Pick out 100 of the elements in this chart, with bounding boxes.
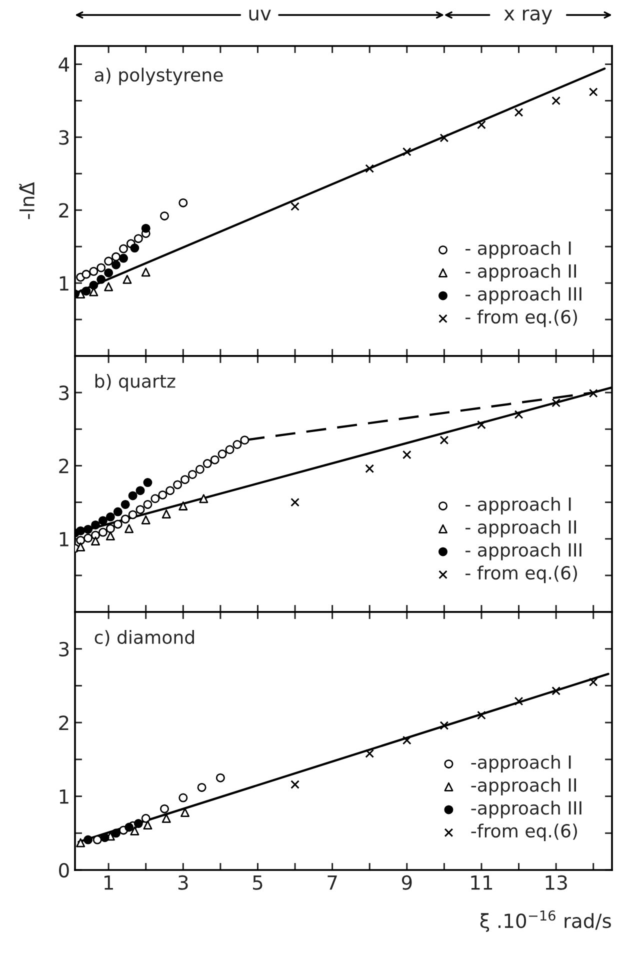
point xyxy=(141,814,150,823)
text: c) diamond xyxy=(94,630,194,646)
y-axis-title: -lnΔ̃ xyxy=(19,182,34,220)
point xyxy=(365,749,374,758)
point xyxy=(197,782,206,792)
point xyxy=(141,224,150,233)
point xyxy=(91,520,100,530)
point xyxy=(365,164,374,173)
point xyxy=(162,509,171,518)
point xyxy=(178,793,188,802)
x-tick-label: 1 xyxy=(104,875,113,890)
legend-label: - approach I xyxy=(466,240,571,258)
point xyxy=(588,388,598,398)
point xyxy=(477,420,486,430)
point xyxy=(158,490,168,500)
point xyxy=(180,475,190,484)
y-tick-label: 1 xyxy=(60,532,68,546)
point xyxy=(199,494,208,504)
point xyxy=(552,398,560,408)
point xyxy=(134,819,143,828)
point xyxy=(76,526,86,536)
point xyxy=(160,211,169,220)
point xyxy=(173,480,182,490)
text: a) polystyrene xyxy=(94,68,223,86)
point xyxy=(84,524,93,534)
point xyxy=(365,464,374,474)
point xyxy=(118,254,128,263)
point xyxy=(113,520,122,529)
legend-label: -approach I xyxy=(471,754,571,772)
point xyxy=(82,270,91,279)
point xyxy=(195,464,204,474)
legend-label: -approach II xyxy=(471,778,576,796)
legend-label: -approach III xyxy=(471,800,582,818)
y-tick-label: 1 xyxy=(60,789,68,804)
text: b) quartz xyxy=(95,374,176,392)
point xyxy=(180,808,190,817)
point xyxy=(143,478,152,488)
legend-label: - approach I xyxy=(466,496,571,514)
point xyxy=(106,524,115,534)
point xyxy=(210,455,220,464)
point xyxy=(112,260,121,270)
point xyxy=(178,501,188,510)
point xyxy=(82,286,91,296)
point xyxy=(100,833,110,842)
point xyxy=(76,838,86,848)
point xyxy=(120,514,130,524)
point xyxy=(84,835,93,844)
point xyxy=(240,436,250,445)
point xyxy=(218,450,227,459)
point xyxy=(91,536,100,546)
point xyxy=(440,133,449,142)
point xyxy=(514,410,524,419)
point xyxy=(122,274,132,284)
y-tick-label: 2 xyxy=(59,458,68,474)
point xyxy=(89,266,98,276)
point xyxy=(124,822,134,832)
point xyxy=(477,120,486,130)
x-tick-label: 3 xyxy=(178,875,188,890)
point xyxy=(136,486,145,496)
point xyxy=(118,244,128,254)
point xyxy=(89,280,98,290)
point xyxy=(160,804,169,814)
point xyxy=(150,494,160,504)
point xyxy=(402,147,412,156)
point xyxy=(98,528,108,537)
point xyxy=(96,274,106,284)
point xyxy=(290,780,300,789)
point xyxy=(130,244,140,253)
legend-label: - approach II xyxy=(466,520,576,538)
point xyxy=(112,252,121,262)
y-tick-label: 0 xyxy=(59,862,69,878)
point xyxy=(113,507,122,516)
point xyxy=(141,515,150,524)
point xyxy=(188,470,197,479)
point xyxy=(104,268,114,278)
point xyxy=(143,820,152,830)
point xyxy=(402,736,412,745)
point xyxy=(290,498,300,507)
point xyxy=(98,516,108,526)
point xyxy=(552,96,560,106)
point xyxy=(96,263,106,272)
point xyxy=(84,534,93,543)
x-tick-label: 5 xyxy=(253,875,262,890)
legend-label: - approach III xyxy=(466,542,582,560)
point xyxy=(514,696,524,706)
point xyxy=(128,491,138,500)
point xyxy=(106,531,115,540)
point xyxy=(225,445,234,454)
point xyxy=(232,440,242,449)
point xyxy=(124,524,134,534)
point xyxy=(106,512,115,522)
x-tick-label: 11 xyxy=(471,875,492,890)
point xyxy=(202,459,212,468)
y-tick-label: 3 xyxy=(59,642,69,657)
point xyxy=(130,826,140,836)
point xyxy=(134,234,143,244)
point xyxy=(178,198,188,208)
point xyxy=(216,773,225,782)
point xyxy=(92,835,102,844)
legend-label: - from eq.(6) xyxy=(466,566,577,584)
